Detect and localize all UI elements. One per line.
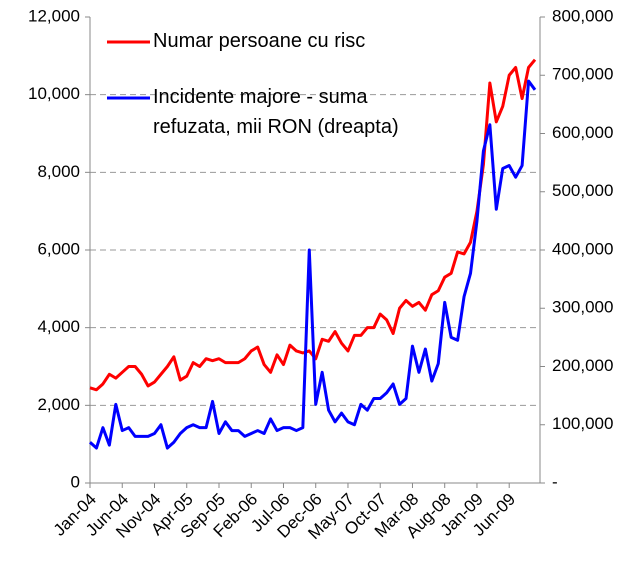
- y-tick-label: 2,000: [37, 395, 80, 414]
- y2-tick-label: 600,000: [552, 123, 613, 142]
- y2-tick-label: 700,000: [552, 65, 613, 84]
- y-tick-label: 10,000: [28, 84, 80, 103]
- legend-entry: Incidente majore - suma refuzata, mii RO…: [153, 86, 399, 138]
- y2-tick-label: -: [552, 472, 558, 491]
- y2-tick-label: 200,000: [552, 356, 613, 375]
- y-tick-label: 4,000: [37, 317, 80, 336]
- y2-tick-label: 800,000: [552, 6, 613, 25]
- y2-tick-label: 300,000: [552, 298, 613, 317]
- series-line: [88, 79, 537, 450]
- legend-label: Numar persoane cu risc: [153, 30, 366, 52]
- y-tick-label: 8,000: [37, 162, 80, 181]
- y-tick-label: 6,000: [37, 239, 80, 258]
- y-tick-label: 0: [71, 472, 80, 491]
- legend-entry: Numar persoane cu risc: [153, 30, 366, 52]
- y-tick-label: 12,000: [28, 6, 80, 25]
- y2-tick-label: 100,000: [552, 414, 613, 433]
- y2-tick-label: 400,000: [552, 239, 613, 258]
- y2-tick-label: 500,000: [552, 181, 613, 200]
- legend-label: Incidente majore - suma refuzata, mii RO…: [153, 86, 399, 138]
